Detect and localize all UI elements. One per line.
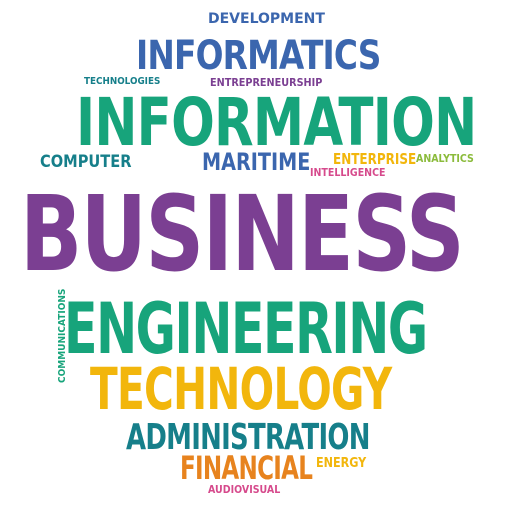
- word-computer: COMPUTER: [40, 152, 132, 172]
- word-engineering: ENGINEERING: [64, 288, 428, 370]
- word-business: BUSINESS: [20, 173, 465, 295]
- word-technology: TECHNOLOGY: [90, 355, 392, 423]
- word-entrepreneurship: ENTREPRENEURSHIP: [210, 76, 323, 89]
- word-energy: ENERGY: [316, 456, 367, 471]
- word-development: DEVELOPMENT: [208, 11, 325, 27]
- word-administration: ADMINISTRATION: [126, 417, 370, 458]
- word-financial: FINANCIAL: [180, 449, 313, 487]
- word-information: INFORMATION: [76, 84, 477, 161]
- word-enterprise: ENTERPRISE: [333, 150, 417, 168]
- word-maritime: MARITIME: [202, 148, 311, 176]
- word-technologies: TECHNOLOGIES: [84, 76, 161, 87]
- word-intelligence: INTELLIGENCE: [310, 166, 386, 179]
- word-audiovisual: AUDIOVISUAL: [208, 483, 281, 496]
- word-analytics: ANALYTICS: [416, 152, 474, 165]
- word-informatics: INFORMATICS: [136, 33, 381, 79]
